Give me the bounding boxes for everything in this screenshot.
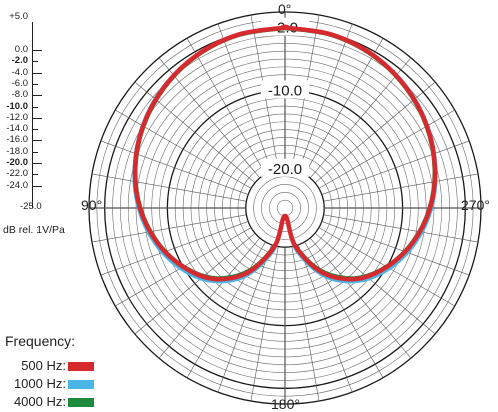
scale-axis — [32, 22, 33, 208]
scale-tick — [32, 61, 38, 63]
scale-label: -4.0 — [11, 66, 28, 78]
grid-circle — [253, 176, 317, 240]
scale-tick — [32, 50, 42, 51]
legend-swatch — [68, 380, 94, 389]
grid-spoke — [304, 241, 384, 378]
legend-label: 1000 Hz: — [13, 376, 66, 391]
grid-spoke — [158, 57, 261, 179]
scale-tick — [32, 106, 38, 108]
grid-spoke — [100, 140, 249, 195]
grid-circle — [269, 192, 301, 224]
scale-label: -2.0 — [11, 55, 28, 67]
grid-spoke — [186, 38, 266, 175]
scale-tick — [32, 129, 38, 131]
grid-spoke — [318, 109, 455, 189]
grid-circle — [276, 199, 294, 217]
scale-tick — [32, 185, 42, 187]
radial-label: -10.0 — [268, 82, 302, 99]
legend-item-500hz: 500 Hz: — [0, 358, 100, 374]
grid-spoke — [321, 140, 470, 195]
grid-spoke — [321, 221, 470, 276]
grid-circle — [261, 184, 309, 232]
series-line — [132, 24, 438, 282]
grid-spoke — [186, 241, 266, 378]
scale-tick — [32, 72, 42, 74]
scale-label: -16.0 — [6, 134, 28, 146]
grid-spoke — [100, 221, 249, 276]
angle-label-90: 90° — [81, 197, 103, 213]
scale-label: -10.0 — [6, 100, 28, 112]
scale-tick — [32, 95, 42, 97]
scale-label: -25.0 — [20, 201, 42, 212]
grid-spoke — [217, 244, 272, 393]
grid-spoke — [291, 246, 320, 402]
scale-tick — [32, 140, 42, 142]
scale-label: -20.0 — [6, 157, 28, 168]
scale-tick — [32, 163, 42, 164]
scale-label: -18.0 — [6, 145, 28, 157]
grid-spoke — [314, 232, 436, 335]
grid-circle — [245, 168, 325, 248]
legend-item-4000hz: 4000 Hz: — [0, 394, 100, 410]
grid-spoke — [298, 244, 353, 393]
grid-spoke — [158, 237, 261, 359]
scale-label: -22.0 — [6, 168, 28, 180]
angle-label-180: 180° — [271, 396, 300, 412]
angle-label-0: 0° — [278, 1, 292, 17]
polar-series — [132, 24, 438, 284]
scale-tick — [32, 83, 38, 85]
grid-spoke — [323, 214, 479, 243]
scale-label: -8.0 — [11, 89, 28, 101]
scale-label: -14.0 — [6, 123, 28, 135]
grid-spoke — [134, 232, 256, 335]
legend-swatch — [68, 398, 94, 407]
scale-label: -24.0 — [6, 179, 28, 191]
scale-label: -6.0 — [11, 77, 28, 89]
legend-label: 4000 Hz: — [13, 394, 66, 409]
scale-label: -12.0 — [6, 111, 28, 123]
radial-label: -20.0 — [268, 161, 302, 178]
legend-label: 500 Hz: — [21, 358, 66, 373]
grid-spoke — [314, 81, 436, 184]
radial-label-bg — [261, 80, 309, 99]
grid-spoke — [217, 23, 272, 172]
polar-grid: -2.0-10.0-20.0 — [88, 11, 482, 405]
scale-tick — [32, 151, 38, 153]
scale-label: 0.0 — [14, 44, 28, 55]
grid-spoke — [91, 214, 247, 243]
grid-spoke — [115, 109, 252, 189]
grid-spoke — [298, 23, 353, 172]
legend-swatch — [68, 362, 94, 371]
legend-item-1000hz: 1000 Hz: — [0, 376, 100, 392]
scale-tick — [32, 117, 42, 119]
grid-spoke — [309, 237, 412, 359]
unit-label: dB rel. 1V/Pa — [3, 224, 65, 236]
grid-spoke — [250, 246, 279, 402]
grid-spoke — [309, 57, 412, 179]
legend-title: Frequency: — [5, 333, 76, 349]
scale-label: +5.0 — [9, 11, 28, 22]
grid-spoke — [134, 81, 256, 184]
angle-label-270: 270° — [461, 197, 490, 213]
grid-spoke — [91, 173, 247, 202]
grid-spoke — [323, 173, 479, 202]
radial-label-bg — [261, 158, 309, 177]
grid-spoke — [304, 38, 384, 175]
scale-tick — [32, 174, 38, 176]
